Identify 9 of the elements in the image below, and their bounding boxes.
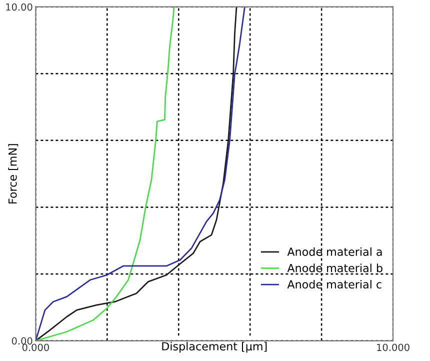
x-axis-title: Displacement [µm] — [162, 342, 267, 353]
legend-label: Anode material a — [287, 247, 382, 256]
y-axis-title: Force [mN] — [8, 144, 18, 204]
y-tick-label: 0.00 — [12, 337, 32, 345]
x-tick-label: 0.000 — [22, 344, 49, 352]
y-tick-label: 10.00 — [6, 3, 32, 11]
legend-label: Anode material c — [287, 280, 382, 289]
x-tick-label: 10.000 — [377, 344, 410, 352]
legend-label: Anode material b — [287, 264, 382, 272]
